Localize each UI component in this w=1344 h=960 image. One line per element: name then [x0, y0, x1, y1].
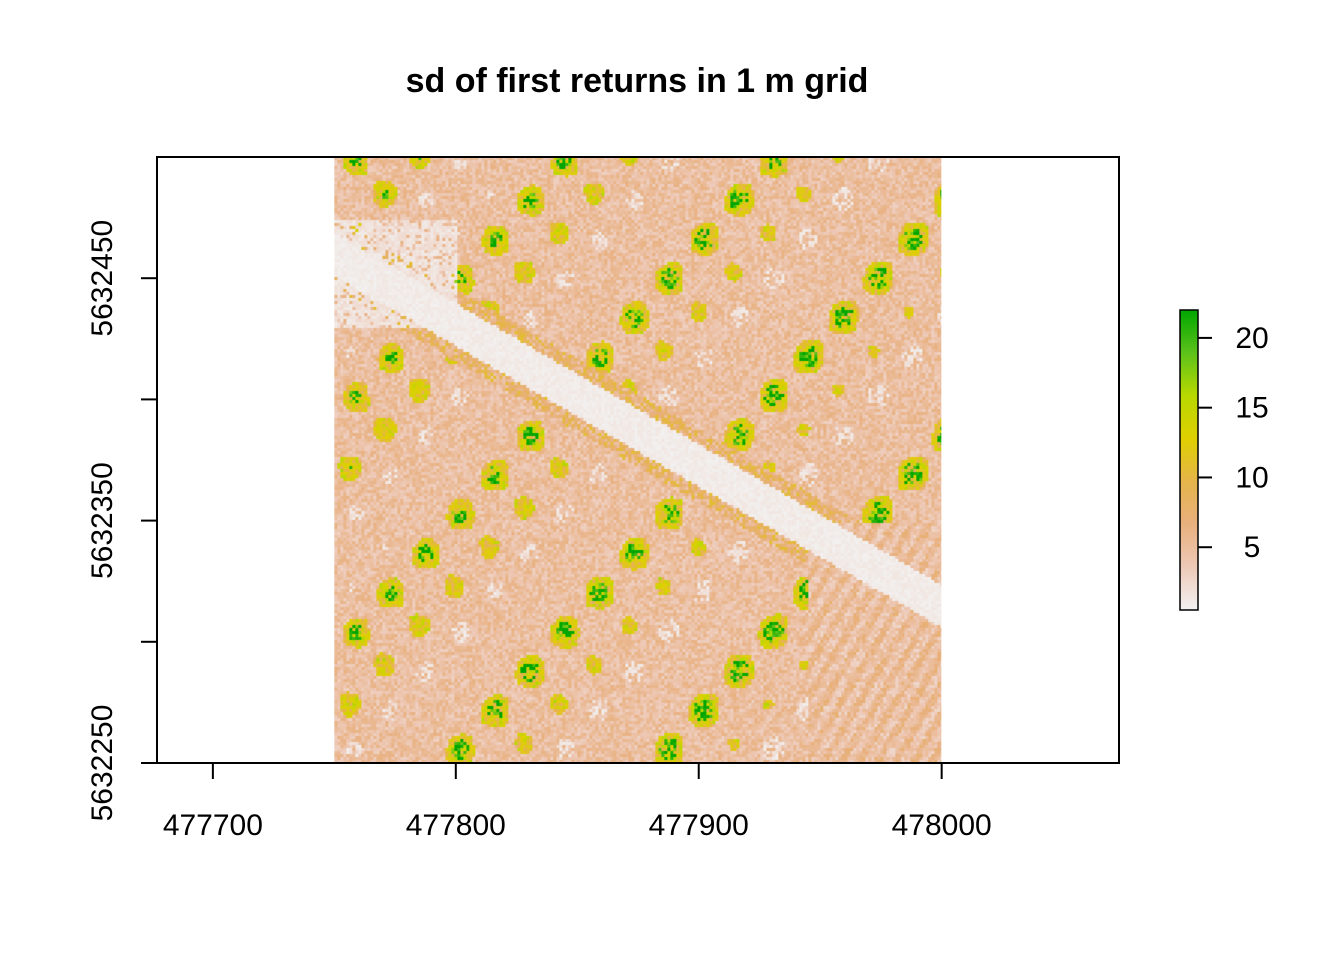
- x-tick-label: 477700: [163, 809, 263, 842]
- x-tick-label: 477900: [649, 809, 749, 842]
- raster-image: [334, 157, 942, 763]
- x-tick-label: 478000: [892, 809, 992, 842]
- legend-color-bar: [1179, 309, 1199, 611]
- legend-tick-label: 5: [1244, 531, 1261, 564]
- chart-title: sd of first returns in 1 m grid: [406, 62, 869, 100]
- raster-layer: [334, 157, 942, 763]
- y-tick-label: 5632250: [86, 705, 119, 822]
- legend-tick-label: 20: [1235, 322, 1268, 355]
- y-tick-label: 5632450: [86, 220, 119, 337]
- y-axis: 5632250 5632350 5632450: [86, 220, 158, 822]
- color-legend: 5 10 15 20: [1179, 309, 1269, 611]
- x-axis: 477700 477800 477900 478000: [163, 762, 992, 842]
- legend-tick-label: 10: [1235, 461, 1268, 494]
- x-tick-label: 477800: [406, 809, 506, 842]
- y-tick-label: 5632350: [86, 462, 119, 579]
- legend-tick-label: 15: [1235, 392, 1268, 425]
